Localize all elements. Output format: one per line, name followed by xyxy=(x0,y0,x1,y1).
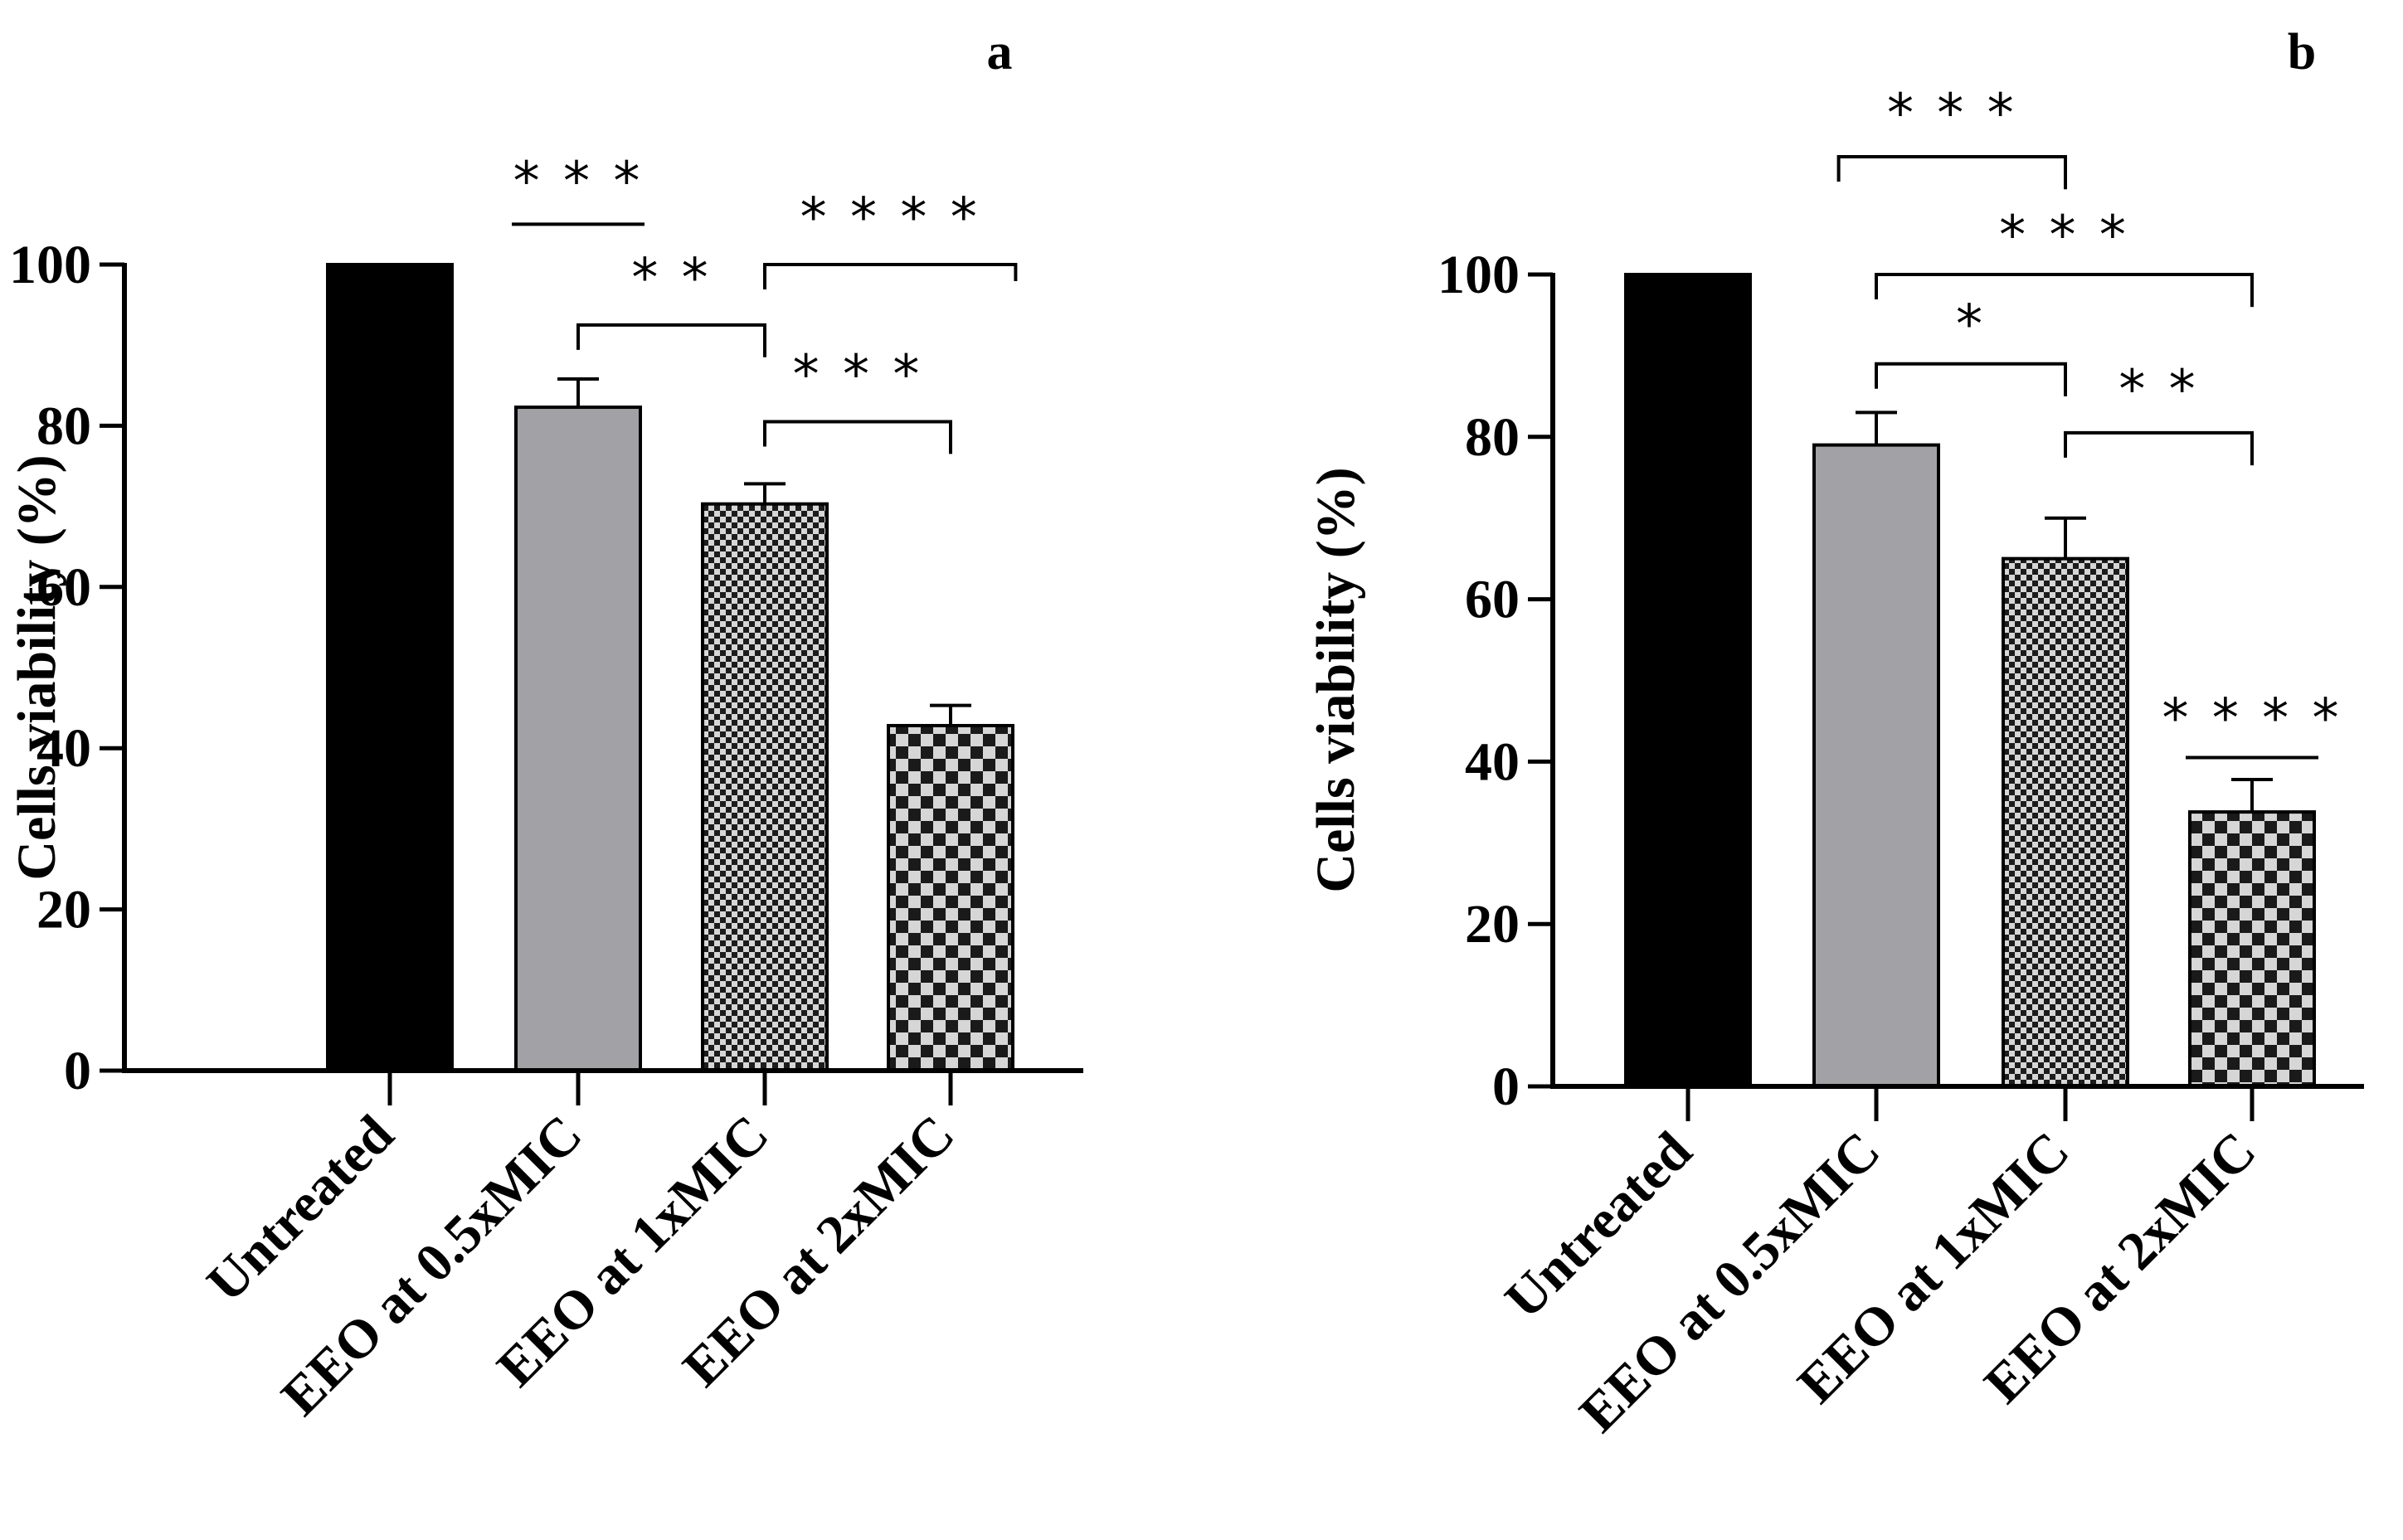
y-tick-label: 40 xyxy=(1465,731,1520,792)
significance-label: * * * * xyxy=(800,187,980,249)
significance-label: * * * xyxy=(1887,84,2017,145)
y-axis-title: Cells viability (%) xyxy=(1306,467,1366,892)
y-tick-label: 20 xyxy=(36,880,91,940)
significance-label: * * * xyxy=(1999,205,2129,266)
y-tick-label: 0 xyxy=(64,1041,91,1101)
significance-label: * * * xyxy=(793,345,923,406)
y-tick-label: 80 xyxy=(36,396,91,456)
bar-4 xyxy=(887,723,1014,1072)
bar-4 xyxy=(2188,810,2316,1089)
significance-label: * * xyxy=(2118,359,2198,420)
y-tick-label: 100 xyxy=(1437,245,1520,305)
y-axis-title: Cells viability (%) xyxy=(7,454,67,880)
bar-1 xyxy=(1624,273,1752,1088)
bar-1 xyxy=(326,263,454,1072)
bar-3 xyxy=(701,502,829,1072)
significance-bracket xyxy=(1875,362,2067,396)
y-tick-label: 60 xyxy=(1465,570,1520,630)
significance-label: * * * * xyxy=(2162,688,2342,750)
significance-bracket xyxy=(763,263,1018,289)
significance-bracket xyxy=(1875,273,2254,308)
bar-2 xyxy=(1812,443,1940,1088)
y-tick-label: 20 xyxy=(1465,894,1520,955)
significance-bracket xyxy=(2064,430,2254,466)
bar-3 xyxy=(2002,556,2129,1088)
y-tick-label: 40 xyxy=(36,718,91,779)
bar-2 xyxy=(514,406,642,1072)
significance-label: * * xyxy=(631,248,711,309)
y-tick-label: 0 xyxy=(1492,1057,1520,1117)
panel-label: a xyxy=(987,24,1013,80)
significance-bracket xyxy=(763,420,952,454)
significance-label: * * * xyxy=(513,151,644,212)
significance-bracket xyxy=(1836,155,2067,190)
panel-label: b xyxy=(2288,24,2316,80)
significance-label: * xyxy=(1956,294,1986,356)
y-tick-label: 80 xyxy=(1465,407,1520,468)
y-tick-label: 60 xyxy=(36,557,91,618)
y-tick-label: 100 xyxy=(9,235,91,295)
significance-bracket xyxy=(576,323,766,357)
